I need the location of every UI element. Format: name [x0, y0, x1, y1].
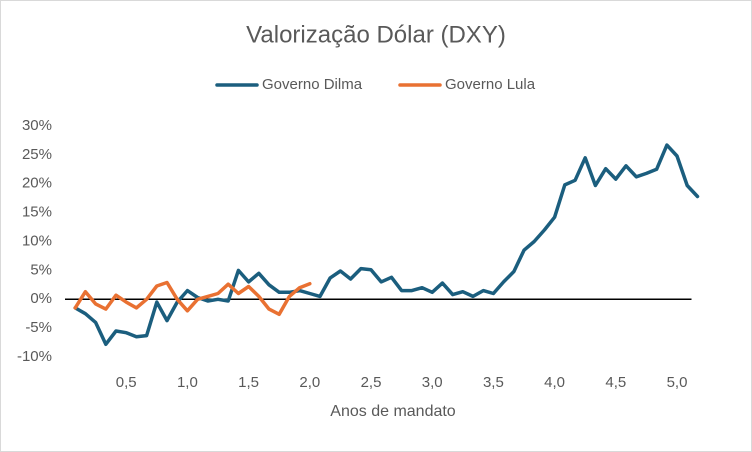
chart-title: Valorização Dólar (DXY) [246, 21, 506, 48]
x-tick-label: 5,0 [667, 374, 688, 391]
x-tick-label: 2,0 [299, 374, 320, 391]
x-axis-title: Anos de mandato [330, 403, 456, 420]
y-tick-label: 5% [30, 261, 52, 278]
x-tick-label: 3,5 [483, 374, 504, 391]
x-tick-label: 1,0 [177, 374, 198, 391]
y-tick-label: 25% [22, 146, 52, 163]
y-tick-label: -10% [17, 348, 52, 365]
x-tick-label: 4,5 [605, 374, 626, 391]
y-tick-label: 15% [22, 204, 52, 221]
y-tick-label: 20% [22, 175, 52, 192]
y-tick-label: -5% [25, 319, 52, 336]
legend-label: Governo Lula [445, 76, 536, 93]
y-tick-label: 30% [22, 117, 52, 134]
x-tick-label: 0,5 [116, 374, 137, 391]
x-tick-label: 4,0 [544, 374, 565, 391]
x-tick-label: 3,0 [422, 374, 443, 391]
legend-label: Governo Dilma [262, 76, 363, 93]
y-tick-label: 10% [22, 232, 52, 249]
x-tick-label: 2,5 [361, 374, 382, 391]
x-tick-label: 1,5 [238, 374, 259, 391]
series-line [73, 280, 312, 317]
y-tick-label: 0% [30, 290, 52, 307]
